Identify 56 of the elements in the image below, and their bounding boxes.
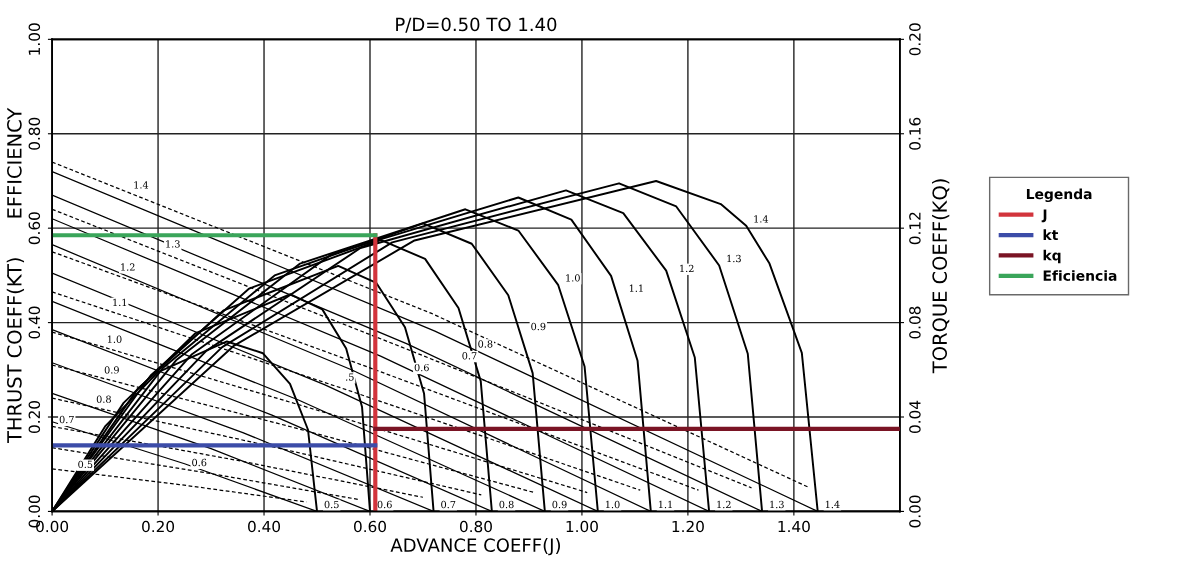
y-tick-label: 0.40	[28, 306, 41, 339]
y2-axis-title: TORQUE COEFF(KQ)	[932, 179, 950, 374]
annotation: 1.3	[770, 500, 784, 509]
x-tick-label: 1.00	[566, 520, 598, 533]
x-tick-label: 0.40	[248, 520, 281, 533]
legend-label: kt	[1043, 229, 1058, 240]
annotation: 0.9	[104, 366, 119, 374]
annotation: 1.2	[717, 500, 731, 509]
annotation: 1.4	[134, 181, 149, 189]
annotation: 0.7	[59, 415, 74, 424]
y2-tick-label: 0.16	[909, 117, 921, 150]
legend-label: J	[1041, 209, 1047, 223]
annotation: 1.4	[825, 500, 840, 509]
annotation: 1.1	[113, 298, 127, 307]
chart-title: P/D=0.50 TO 1.40	[396, 17, 557, 33]
annotation: 0.6	[192, 458, 207, 467]
y2-tick-label: 0.12	[909, 212, 921, 245]
annotation: 0.9	[552, 500, 567, 509]
annotation: 1.3	[727, 254, 741, 263]
x-axis-title: ADVANCE COEFF(J)	[390, 538, 560, 556]
annotation: 1.2	[121, 263, 135, 271]
annotation: 1.0	[605, 500, 620, 509]
annotation: .5	[346, 373, 354, 381]
annotation: 0.6	[377, 500, 392, 509]
annotation: 0.8	[499, 500, 514, 509]
annotation: 1.0	[107, 335, 122, 343]
annotation: 1.2	[680, 264, 694, 273]
x-tick-label: 0.80	[459, 520, 492, 533]
annotation: 0.5	[324, 500, 339, 509]
y-tick-label: 1.00	[28, 23, 41, 55]
x-tick-label: 1.40	[778, 520, 810, 533]
annotation: 0.8	[96, 395, 111, 403]
x-tick-label: 0.60	[354, 520, 386, 533]
annotation: 0.5	[78, 460, 93, 469]
annotation: 0.7	[462, 352, 477, 360]
annotation: 0.6	[414, 363, 429, 372]
y-axis-title: THRUST COEFF(KT) EFFICIENCY	[6, 107, 25, 444]
x-tick-label: 1.20	[672, 520, 704, 533]
legend-title: Legenda	[1026, 188, 1092, 203]
legend-label: kq	[1043, 249, 1061, 264]
y-tick-label: 0.60	[28, 212, 41, 245]
x-tick-label: 0.20	[142, 520, 175, 533]
legend-label: Eficiencia	[1043, 270, 1117, 281]
annotation: 0.9	[531, 322, 546, 331]
y-tick-label: 0.20	[28, 401, 41, 434]
annotation: 1.0	[566, 274, 580, 282]
annotation: 0.7	[441, 500, 456, 509]
y2-tick-label: 0.04	[909, 400, 921, 434]
y-tick-label: 0.80	[28, 117, 41, 150]
annotation: 1.3	[166, 240, 180, 248]
annotation: 1.1	[629, 284, 643, 292]
y2-tick-label: 0.20	[909, 23, 921, 56]
annotation: 1.1	[658, 500, 672, 509]
annotation: 1.4	[754, 215, 769, 223]
y2-tick-label: 0.08	[909, 306, 921, 339]
annotation: 0.8	[478, 340, 493, 348]
